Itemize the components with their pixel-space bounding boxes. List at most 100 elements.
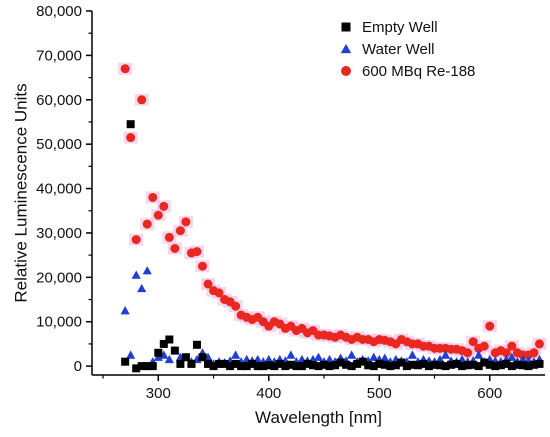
data-point (154, 348, 163, 357)
legend-marker (341, 22, 351, 32)
data-point (297, 362, 306, 371)
data-point (197, 261, 207, 271)
data-point (264, 361, 273, 370)
data-point (220, 359, 229, 368)
data-point (281, 362, 290, 371)
data-point (336, 358, 345, 367)
data-point (120, 64, 130, 74)
x-tick-label: 500 (367, 385, 392, 402)
data-point (142, 266, 152, 275)
data-point (231, 359, 240, 368)
data-point (534, 339, 544, 349)
data-point (479, 341, 489, 351)
data-point (226, 362, 235, 371)
y-tick-label: 10,000 (36, 314, 82, 331)
data-point (170, 346, 179, 355)
data-point (164, 354, 174, 364)
data-point (142, 219, 152, 229)
data-point (313, 352, 324, 361)
data-point (463, 361, 472, 370)
data-point (391, 361, 400, 370)
y-axis-title: Relative Luminescence Units (11, 83, 30, 302)
data-point (132, 364, 141, 373)
data-point (126, 350, 136, 359)
data-point (397, 358, 406, 367)
data-point (148, 192, 158, 202)
data-point (440, 350, 451, 359)
data-point (137, 283, 147, 293)
data-point (463, 348, 473, 358)
data-point (187, 359, 196, 368)
y-tick-label: 30,000 (36, 225, 82, 242)
data-point (480, 358, 489, 367)
data-point (204, 359, 213, 368)
data-point (170, 243, 180, 253)
data-point (369, 352, 379, 361)
data-point (364, 361, 373, 370)
y-tick-label: 40,000 (36, 181, 82, 198)
data-point (270, 362, 279, 371)
data-point (259, 362, 268, 371)
data-point (419, 359, 428, 368)
y-tick-label: 70,000 (36, 47, 82, 64)
data-point (159, 339, 168, 348)
x-tick-group: 300 400 500 600 (102, 375, 502, 402)
data-point (408, 360, 417, 369)
data-point (121, 357, 130, 366)
plot-points-layer (120, 64, 545, 373)
data-point (308, 361, 317, 370)
data-point (175, 226, 185, 236)
legend: Empty Well Water Well 600 MBq Re-188 (340, 19, 475, 80)
data-point (131, 235, 141, 245)
data-point (447, 360, 456, 369)
data-point (248, 359, 257, 368)
data-point (347, 362, 356, 371)
data-point (413, 361, 422, 370)
data-point (402, 362, 411, 371)
legend-label: Water Well (362, 41, 435, 58)
data-point (386, 362, 395, 371)
x-tick-label: 400 (256, 385, 281, 402)
data-point (131, 270, 141, 279)
x-tick-label: 600 (477, 385, 502, 402)
data-point (303, 359, 312, 368)
data-point (331, 361, 340, 370)
data-point (535, 359, 544, 368)
data-point (325, 362, 334, 371)
data-point (347, 350, 357, 359)
data-point (353, 359, 362, 368)
legend-marker (340, 43, 352, 54)
data-point (524, 362, 533, 371)
data-point (375, 359, 384, 368)
data-point (181, 217, 191, 227)
data-point (441, 362, 450, 371)
data-point (209, 362, 218, 371)
data-point (192, 340, 201, 349)
data-point (176, 359, 185, 368)
data-point (507, 341, 517, 351)
y-tick-label: 60,000 (36, 92, 82, 109)
data-point (181, 353, 190, 362)
data-point (231, 350, 241, 359)
data-point (358, 357, 367, 366)
data-point (436, 361, 445, 370)
data-point (148, 362, 157, 371)
plot-band-layer (118, 62, 547, 362)
data-point (165, 335, 174, 344)
data-point (203, 279, 213, 289)
data-point (380, 353, 390, 362)
data-point (192, 247, 202, 257)
data-point (469, 360, 478, 369)
data-point (314, 362, 323, 371)
data-point (452, 359, 461, 368)
data-point (502, 359, 511, 368)
data-point (120, 306, 130, 315)
data-point (424, 362, 433, 371)
x-tick-label: 300 (146, 385, 171, 402)
data-point (292, 362, 301, 371)
x-axis-title: Wavelength [nm] (255, 408, 382, 427)
data-point (231, 301, 241, 311)
data-point (164, 232, 174, 242)
y-tick-label: 50,000 (36, 136, 82, 153)
data-point (485, 360, 494, 369)
